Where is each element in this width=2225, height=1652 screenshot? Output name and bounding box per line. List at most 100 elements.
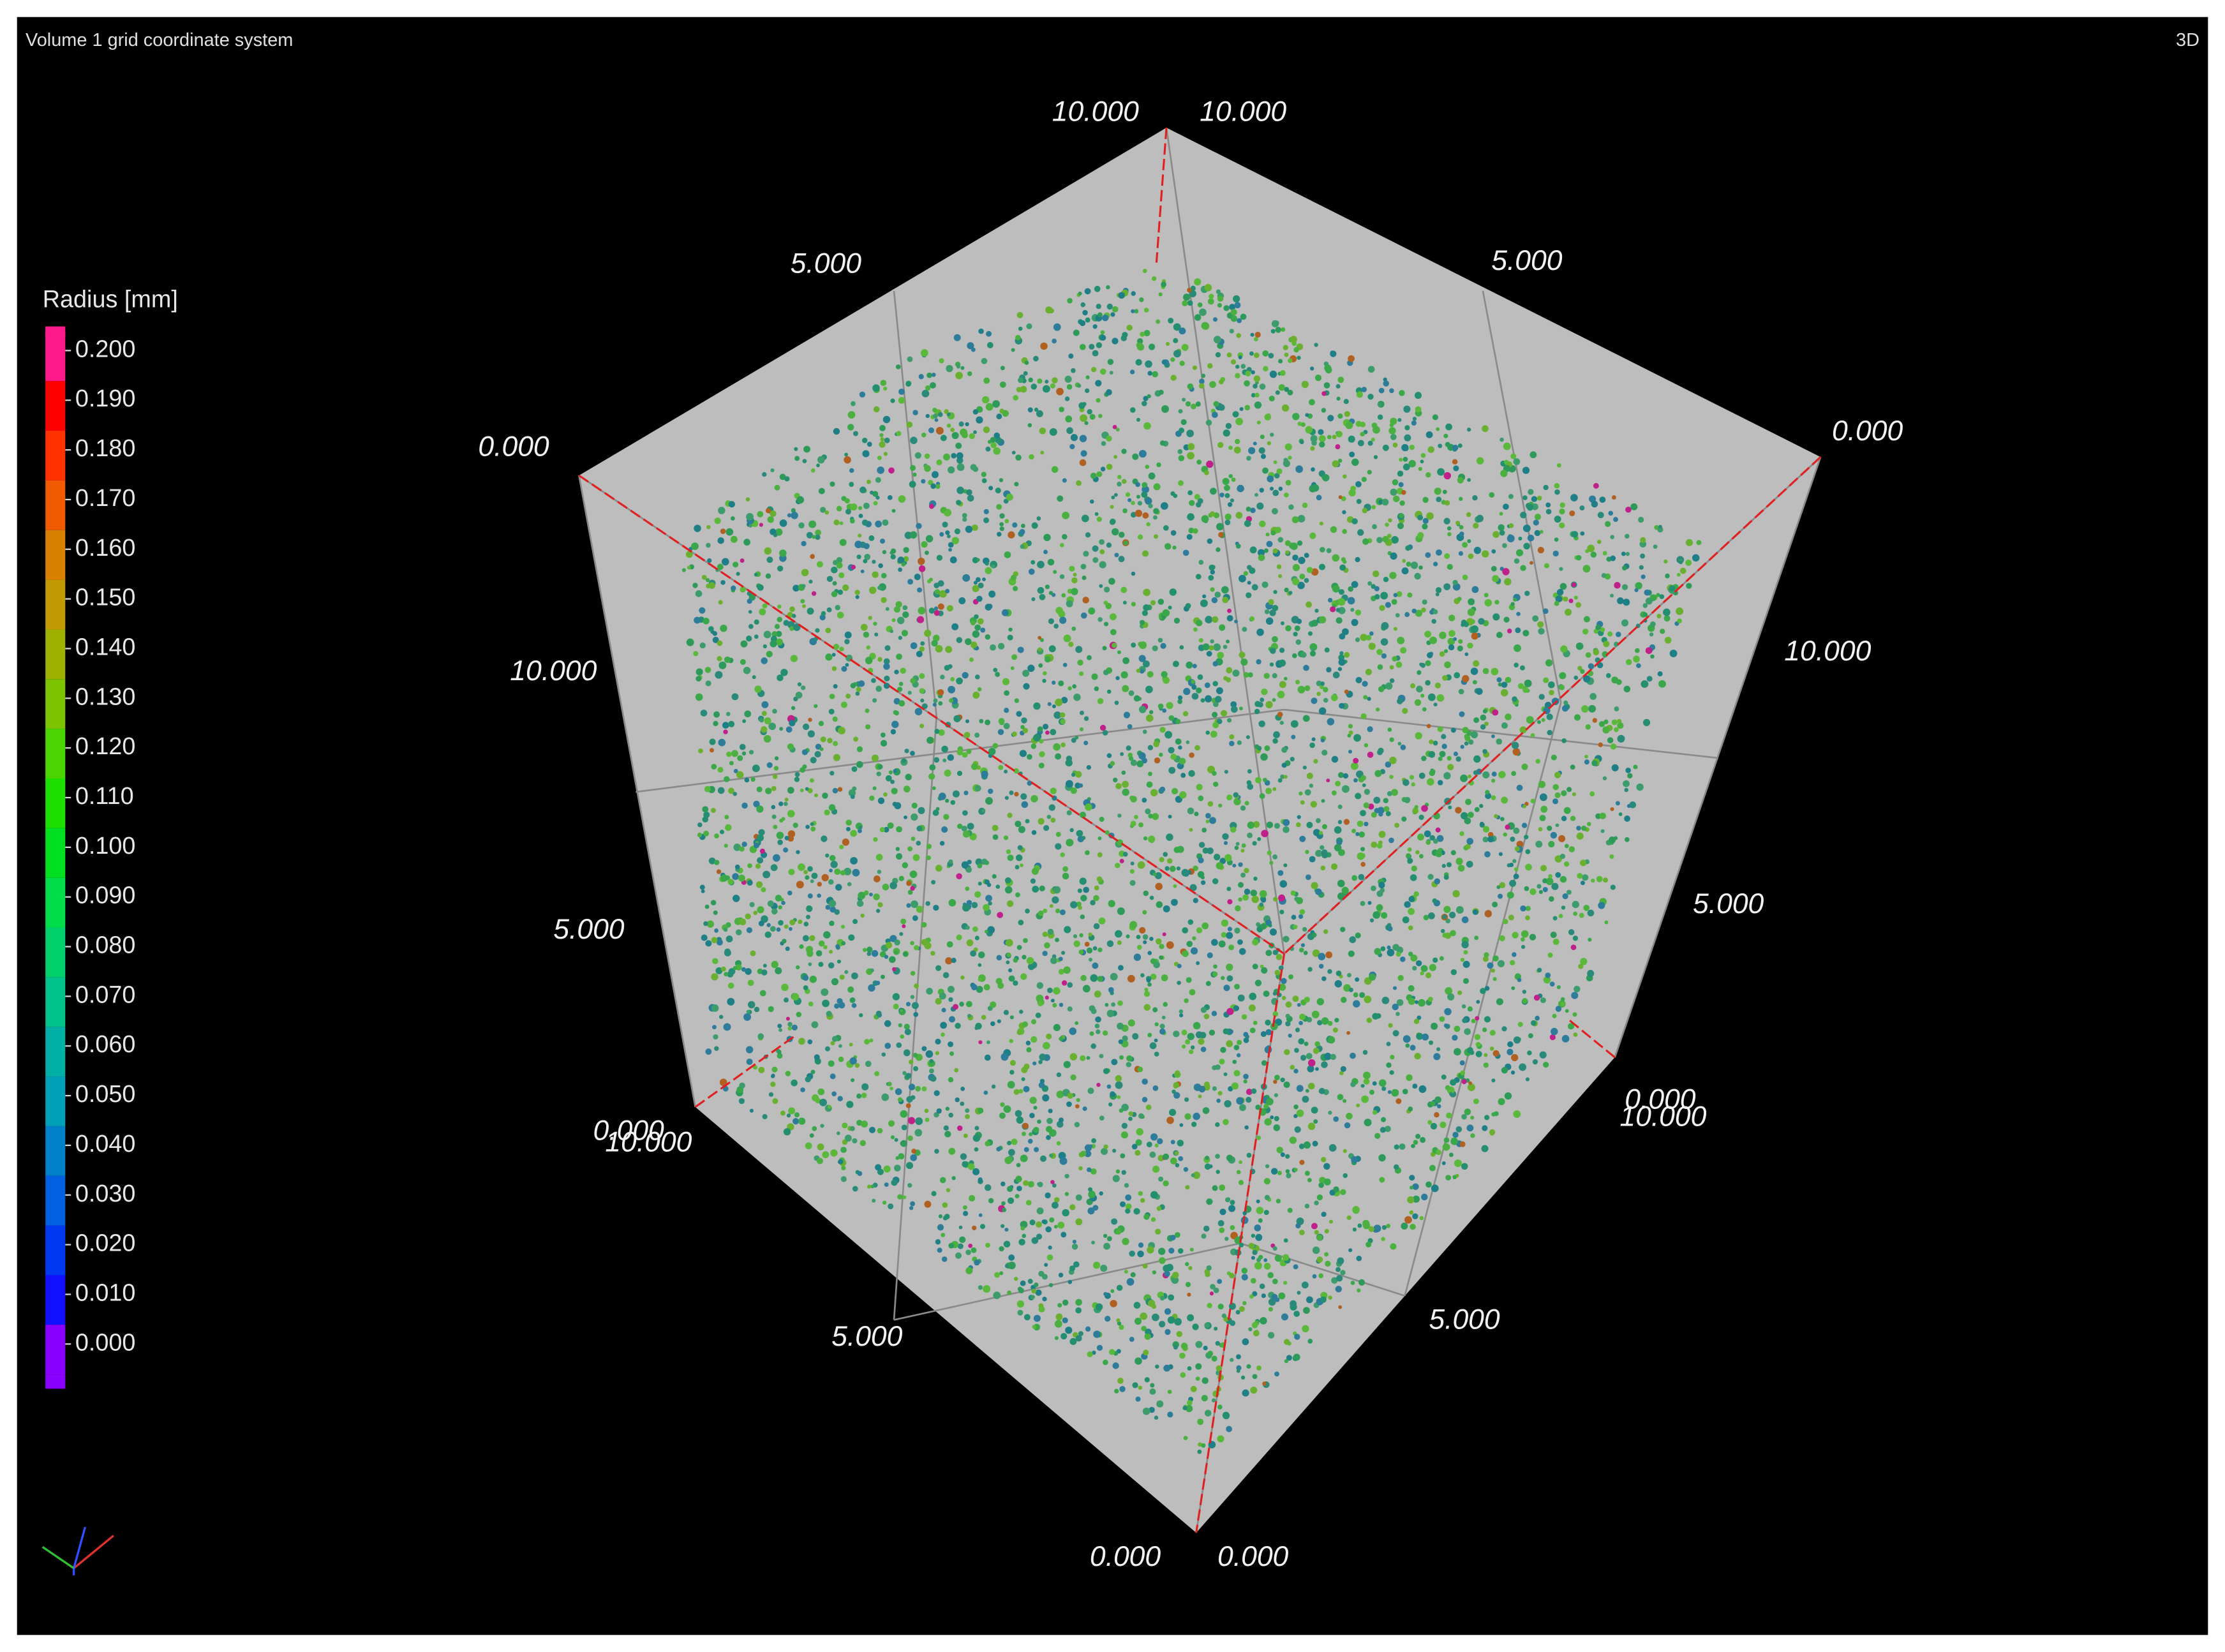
particle (958, 1225, 963, 1230)
particle (1348, 950, 1355, 957)
particle (1398, 482, 1404, 487)
particle (781, 983, 789, 992)
particle (1552, 550, 1559, 557)
particle (1551, 754, 1557, 761)
particle (1090, 472, 1097, 479)
particle (1450, 727, 1456, 733)
particle (1253, 821, 1260, 828)
particle (1060, 852, 1065, 858)
particle (1020, 793, 1027, 800)
particle (1052, 680, 1056, 685)
particle (1007, 1197, 1015, 1204)
particle (1140, 1198, 1145, 1203)
particle (1382, 535, 1389, 543)
particle (1453, 1048, 1461, 1056)
particle (1168, 317, 1174, 324)
particle (1152, 645, 1158, 651)
particle (1517, 683, 1524, 689)
particle (1290, 757, 1295, 762)
particle (1228, 1302, 1236, 1310)
particle (911, 1095, 916, 1100)
particle (1071, 588, 1078, 595)
particle (1465, 798, 1472, 805)
particle (1161, 1015, 1166, 1020)
particle (810, 778, 814, 783)
particle (1591, 500, 1598, 508)
particle (1039, 885, 1045, 891)
particle (1070, 901, 1078, 909)
particle (1496, 677, 1502, 683)
particle (868, 984, 875, 992)
particle (803, 723, 810, 731)
particle (1292, 554, 1299, 561)
particle (1478, 618, 1485, 625)
particle (1226, 964, 1233, 971)
particle (775, 967, 782, 974)
particle (1043, 671, 1047, 676)
particle (1281, 978, 1287, 985)
particle (1617, 722, 1624, 729)
particle (1238, 355, 1242, 360)
particle (1085, 388, 1090, 393)
particle (1432, 414, 1438, 420)
particle (956, 463, 965, 472)
particle (1094, 990, 1101, 998)
particle (1452, 1175, 1457, 1180)
particle (1052, 1002, 1057, 1008)
particle (868, 1126, 876, 1133)
particle (1226, 1425, 1232, 1432)
particle (710, 808, 716, 813)
particle (1428, 751, 1436, 758)
particle (1250, 507, 1256, 514)
particle (1099, 1115, 1105, 1121)
particle (1153, 515, 1157, 520)
particle (1206, 1198, 1213, 1205)
particle (1082, 309, 1088, 316)
particle (865, 657, 873, 665)
particle (881, 597, 887, 604)
particle (1263, 1258, 1268, 1262)
particle (1623, 685, 1631, 693)
particle (1685, 559, 1692, 566)
particle (1200, 1046, 1207, 1052)
particle (1482, 709, 1487, 714)
particle (733, 791, 737, 796)
particle (1473, 1098, 1479, 1105)
particle (1393, 593, 1398, 597)
particle (1464, 735, 1471, 741)
particle (779, 549, 787, 557)
particle (1108, 1349, 1115, 1355)
particle (962, 810, 968, 816)
particle (966, 489, 972, 496)
particle (1293, 347, 1299, 353)
particle (1359, 992, 1366, 998)
particle (819, 507, 826, 513)
particle (1542, 878, 1547, 884)
particle (1264, 413, 1272, 420)
particle (1302, 926, 1307, 932)
particle (1283, 1339, 1290, 1345)
particle (720, 874, 728, 882)
particle (1297, 1291, 1301, 1295)
particle (832, 581, 837, 586)
particle (1472, 495, 1478, 501)
particle (711, 973, 718, 981)
particle (1160, 643, 1166, 649)
particle (758, 829, 765, 836)
particle (1543, 1061, 1549, 1068)
particle (1138, 706, 1147, 713)
particle (1066, 600, 1073, 607)
particle (791, 993, 800, 1001)
particle (1210, 639, 1214, 644)
particle (1543, 484, 1549, 491)
particle (1022, 669, 1030, 677)
particle (1035, 1012, 1041, 1018)
particle (815, 534, 821, 540)
particle (1323, 1178, 1331, 1186)
particle (1053, 1224, 1058, 1229)
particle (956, 486, 964, 495)
particle (802, 604, 806, 608)
particle (1090, 1168, 1097, 1175)
particle (831, 1091, 837, 1097)
particle (1503, 919, 1508, 925)
